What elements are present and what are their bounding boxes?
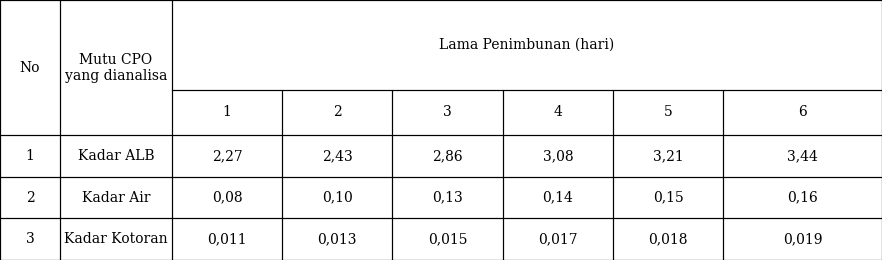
Text: Mutu CPO
yang dianalisa: Mutu CPO yang dianalisa bbox=[64, 53, 168, 83]
Text: 0,10: 0,10 bbox=[322, 191, 353, 205]
Text: 0,14: 0,14 bbox=[542, 191, 573, 205]
Text: 0,011: 0,011 bbox=[207, 232, 247, 246]
Text: 1: 1 bbox=[26, 149, 34, 163]
Text: 0,019: 0,019 bbox=[783, 232, 822, 246]
Text: 3: 3 bbox=[444, 106, 452, 119]
Text: 2: 2 bbox=[333, 106, 341, 119]
Text: 3: 3 bbox=[26, 232, 34, 246]
Text: 0,017: 0,017 bbox=[538, 232, 578, 246]
Text: 1: 1 bbox=[222, 106, 232, 119]
Text: 2: 2 bbox=[26, 191, 34, 205]
Text: 6: 6 bbox=[798, 106, 807, 119]
Text: 2,43: 2,43 bbox=[322, 149, 353, 163]
Text: 2,27: 2,27 bbox=[212, 149, 243, 163]
Text: Kadar Kotoran: Kadar Kotoran bbox=[64, 232, 168, 246]
Text: 0,15: 0,15 bbox=[653, 191, 684, 205]
Text: 3,44: 3,44 bbox=[787, 149, 818, 163]
Text: 0,018: 0,018 bbox=[648, 232, 688, 246]
Text: 5: 5 bbox=[664, 106, 672, 119]
Text: 0,16: 0,16 bbox=[788, 191, 818, 205]
Text: 3,08: 3,08 bbox=[542, 149, 573, 163]
Text: No: No bbox=[19, 61, 41, 75]
Text: 4: 4 bbox=[553, 106, 563, 119]
Text: 0,015: 0,015 bbox=[428, 232, 467, 246]
Text: 0,13: 0,13 bbox=[432, 191, 463, 205]
Text: Lama Penimbunan (hari): Lama Penimbunan (hari) bbox=[439, 38, 615, 52]
Text: 0,013: 0,013 bbox=[318, 232, 357, 246]
Text: Kadar ALB: Kadar ALB bbox=[78, 149, 154, 163]
Text: 2,86: 2,86 bbox=[432, 149, 463, 163]
Text: Kadar Air: Kadar Air bbox=[82, 191, 150, 205]
Text: 3,21: 3,21 bbox=[653, 149, 684, 163]
Text: 0,08: 0,08 bbox=[212, 191, 243, 205]
